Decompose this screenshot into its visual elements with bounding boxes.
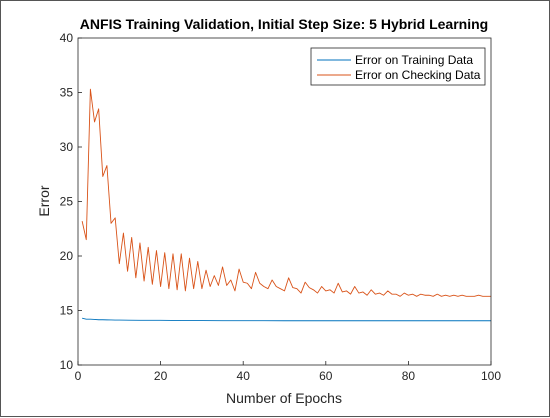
plot-area [78,38,491,365]
y-tick-label: 35 [60,86,74,100]
y-axis-title: Error [36,185,52,216]
x-tick-label: 20 [154,369,168,383]
series-layer [81,88,491,322]
series-line-training [82,317,491,322]
x-tick-label: 0 [75,369,82,383]
x-tick-label: 80 [402,369,416,383]
x-tick-label: 100 [481,369,501,383]
y-tick-label: 25 [60,195,74,209]
y-tick-label: 10 [60,358,74,372]
series-line-checking [81,88,491,297]
legend: Error on Training Data Error on Checking… [310,47,486,86]
legend-label-training: Error on Training Data [355,53,473,67]
y-tick-label: 15 [60,304,74,318]
x-tick-label: 40 [237,369,251,383]
y-tick-label: 30 [60,140,74,154]
y-tick-label: 20 [60,249,74,263]
chart-title: ANFIS Training Validation, Initial Step … [80,16,488,32]
x-axis-title: Number of Epochs [226,390,342,406]
legend-box [310,47,486,86]
x-tick-label: 60 [319,369,333,383]
y-tick-label: 40 [60,31,74,45]
plot-axes-box [77,37,492,366]
ticks-layer: 0 20 40 60 80 100 10 15 20 25 30 35 40 [60,31,502,383]
legend-label-checking: Error on Checking Data [355,68,481,82]
